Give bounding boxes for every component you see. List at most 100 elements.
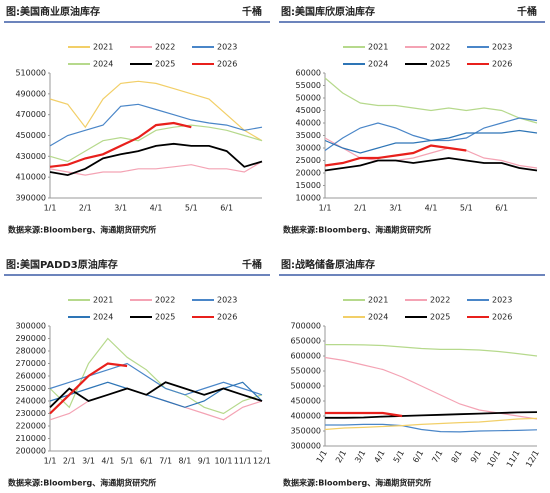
y-tick-label: 10000 [296, 194, 321, 203]
y-tick-label: 20000 [296, 169, 321, 178]
x-tick-label: 8/1 [450, 449, 464, 465]
legend-label: 2025 [155, 60, 175, 69]
legend-label: 2024 [368, 313, 388, 322]
y-tick-label: 230000 [15, 409, 46, 418]
legend-label: 2026 [217, 313, 237, 322]
series-line [49, 160, 263, 176]
x-tick-label: 5/1 [392, 449, 406, 465]
legend-label: 2024 [93, 60, 113, 69]
legend-label: 2024 [93, 313, 113, 322]
x-tick-label: 1/1 [44, 457, 57, 466]
chart-title: 图:战略储备原油库存 [281, 258, 375, 271]
x-tick-label: 10/1 [214, 457, 232, 466]
source-note: 数据来源:Bloomberg、海通期货研究所 [8, 478, 156, 488]
unit-label: 千桶 [242, 258, 262, 271]
legend-label: 2023 [492, 43, 512, 52]
legend-label: 2022 [155, 296, 175, 305]
x-tick-label: 1/1 [319, 204, 332, 213]
y-tick-label: 200000 [15, 447, 46, 456]
y-tick-label: 240000 [15, 397, 46, 406]
x-tick-label: 3/1 [389, 204, 402, 213]
y-tick-label: 45000 [296, 106, 321, 115]
legend-label: 2021 [93, 296, 113, 305]
legend-label: 2023 [492, 296, 512, 305]
legend-label: 2025 [155, 313, 175, 322]
series-line [49, 362, 128, 415]
unit-label: 千桶 [517, 5, 537, 18]
series-line [49, 362, 263, 396]
x-tick-label: 8/1 [178, 457, 191, 466]
x-tick-label: 5/1 [121, 457, 134, 466]
y-tick-label: 55000 [296, 81, 321, 90]
series-line [49, 103, 263, 147]
x-tick-label: 6/1 [495, 204, 508, 213]
y-tick-label: 350000 [290, 427, 321, 436]
x-tick-label: 2/1 [79, 204, 92, 213]
legend-label: 2021 [368, 296, 388, 305]
x-tick-label: 7/1 [430, 449, 444, 465]
series-line [325, 423, 538, 433]
x-tick-label: 12/1 [524, 449, 541, 469]
x-tick-label: 9/1 [469, 449, 483, 465]
x-tick-label: 2/1 [354, 204, 367, 213]
x-tick-label: 3/1 [114, 204, 127, 213]
y-tick-label: 290000 [15, 334, 46, 343]
series-line [325, 411, 538, 419]
unit-label: 千桶 [242, 5, 262, 18]
y-tick-label: 220000 [15, 422, 46, 431]
x-tick-label: 2/1 [63, 457, 76, 466]
legend-label: 2022 [430, 43, 450, 52]
y-tick-label: 450000 [15, 131, 46, 140]
legend-label: 2021 [93, 43, 113, 52]
x-tick-label: 4/1 [425, 204, 438, 213]
x-tick-label: 11/1 [234, 457, 252, 466]
legend-label: 2022 [430, 296, 450, 305]
series-line [324, 144, 467, 167]
legend-label: 2026 [492, 313, 512, 322]
y-tick-label: 390000 [15, 194, 46, 203]
y-tick-label: 550000 [290, 367, 321, 376]
series-line [49, 337, 263, 415]
y-tick-label: 450000 [290, 397, 321, 406]
y-tick-label: 210000 [15, 434, 46, 443]
y-tick-label: 500000 [290, 382, 321, 391]
y-tick-label: 25000 [296, 156, 321, 165]
y-tick-label: 470000 [15, 110, 46, 119]
series-line [324, 157, 538, 172]
x-tick-label: 5/1 [460, 204, 473, 213]
y-tick-label: 280000 [15, 347, 46, 356]
x-tick-label: 11/1 [505, 449, 522, 469]
x-tick-label: 6/1 [411, 449, 425, 465]
x-tick-label: 3/1 [82, 457, 95, 466]
y-tick-label: 40000 [296, 119, 321, 128]
series-line [324, 77, 538, 124]
legend-label: 2021 [368, 43, 388, 52]
series-line [324, 356, 538, 420]
y-tick-label: 250000 [15, 384, 46, 393]
y-tick-label: 650000 [290, 337, 321, 346]
legend-label: 2024 [368, 60, 388, 69]
x-tick-label: 6/1 [140, 457, 153, 466]
series-line [49, 387, 263, 421]
legend-label: 2022 [155, 43, 175, 52]
y-tick-label: 300000 [15, 322, 46, 331]
x-tick-label: 1/1 [315, 449, 329, 465]
series-line [49, 381, 263, 408]
series-line [49, 142, 263, 177]
chart-title: 图:美国PADD3原油库存 [6, 258, 118, 271]
source-note: 数据来源:Bloomberg、海通期货研究所 [8, 225, 156, 235]
x-tick-label: 3/1 [353, 449, 367, 465]
y-tick-label: 35000 [296, 131, 321, 140]
legend-label: 2026 [217, 60, 237, 69]
x-tick-label: 7/1 [159, 457, 172, 466]
x-tick-label: 4/1 [150, 204, 163, 213]
y-tick-label: 510000 [15, 69, 46, 78]
x-tick-label: 9/1 [198, 457, 211, 466]
y-tick-label: 400000 [290, 412, 321, 421]
series-line [49, 80, 263, 142]
chart-title: 图:美国库欣原油库存 [281, 5, 375, 18]
y-tick-label: 50000 [296, 94, 321, 103]
x-tick-label: 10/1 [486, 449, 503, 469]
y-tick-label: 430000 [15, 152, 46, 161]
